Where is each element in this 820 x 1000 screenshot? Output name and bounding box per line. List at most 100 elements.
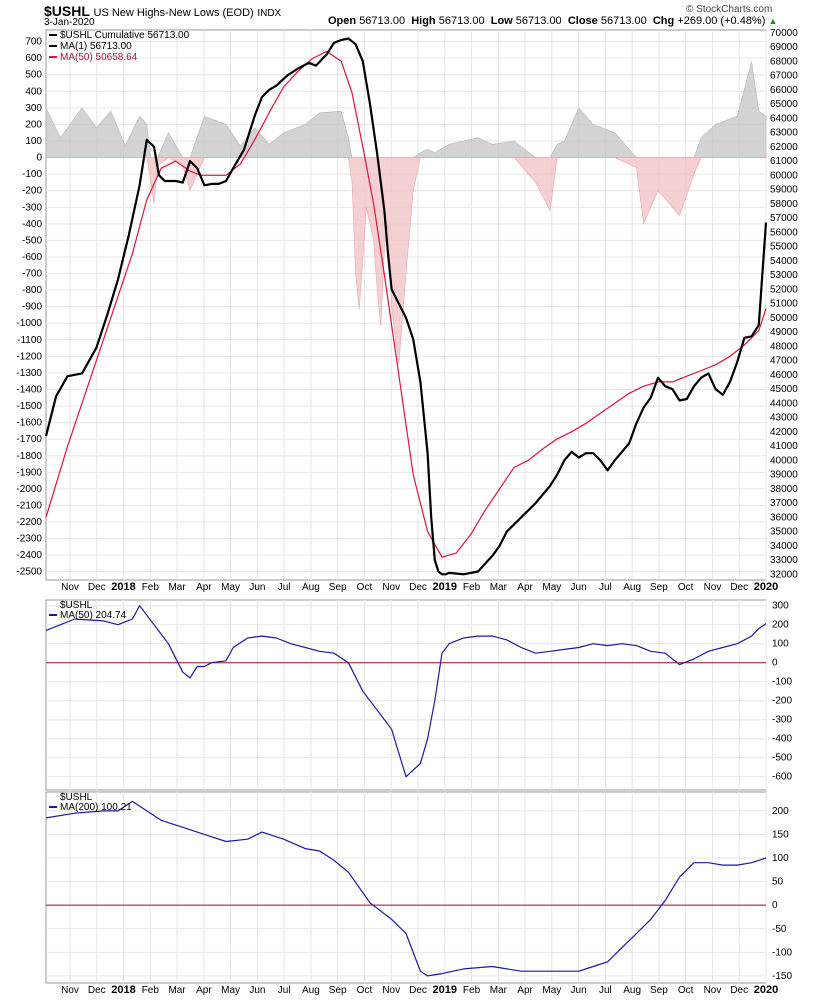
x-axis-tick: Mar — [490, 985, 508, 996]
x-axis-tick: Jun — [571, 985, 587, 996]
left-axis-tick: -900 — [22, 302, 42, 313]
x-axis-tick: Oct — [357, 582, 373, 593]
x-axis-tick: Mar — [490, 582, 508, 593]
left-axis-tick: -1800 — [16, 451, 42, 462]
x-axis-tick: 2020 — [754, 984, 778, 996]
right-axis-tick: -200 — [772, 696, 792, 707]
right-axis-tick: 69000 — [770, 42, 798, 53]
open-value: 56713.00 — [359, 15, 406, 27]
right-axis-tick: 51000 — [770, 299, 798, 310]
x-axis-tick: Dec — [730, 985, 748, 996]
left-axis-tick: 0 — [36, 153, 42, 164]
right-axis-tick: 63000 — [770, 128, 798, 139]
x-axis-tick: Apr — [517, 985, 533, 996]
panel-frame-3 — [45, 791, 767, 984]
right-axis-tick: 48000 — [770, 341, 798, 352]
right-axis-tick: 66000 — [770, 85, 798, 96]
left-axis-tick: -1300 — [16, 368, 42, 379]
ma50-line — [45, 50, 767, 558]
left-axis-tick: -2200 — [16, 517, 42, 528]
right-axis-tick: 56000 — [770, 227, 798, 238]
x-axis-tick: Sep — [329, 582, 347, 593]
x-axis-tick: Mar — [168, 582, 186, 593]
right-axis-tick: 50000 — [770, 313, 798, 324]
right-axis-tick: 38000 — [770, 484, 798, 495]
x-axis-tick: Oct — [678, 582, 694, 593]
header-date: 3-Jan-2020 — [44, 17, 95, 28]
left-axis-tick: -600 — [22, 252, 42, 263]
x-axis-tick: Aug — [623, 582, 641, 593]
x-axis-tick: Jul — [599, 582, 612, 593]
right-axis-tick: 47000 — [770, 356, 798, 367]
left-axis-tick: -700 — [22, 269, 42, 280]
x-axis-tick: Jul — [278, 985, 291, 996]
left-axis-tick: -1500 — [16, 401, 42, 412]
right-axis-tick: -400 — [772, 734, 792, 745]
right-axis-tick: 59000 — [770, 185, 798, 196]
right-axis-tick: -600 — [772, 772, 792, 783]
right-axis-tick: 300 — [772, 601, 789, 612]
left-axis-tick: 500 — [25, 70, 42, 81]
right-axis-tick: 68000 — [770, 56, 798, 67]
x-axis-tick: Oct — [678, 985, 694, 996]
x-axis-tick: 2019 — [433, 984, 457, 996]
x-axis-tick: Feb — [463, 582, 481, 593]
left-axis-tick: -2300 — [16, 534, 42, 545]
left-axis-tick: 700 — [25, 37, 42, 48]
right-axis-tick: 62000 — [770, 142, 798, 153]
left-axis-tick: 600 — [25, 53, 42, 64]
left-axis-tick: 400 — [25, 86, 42, 97]
right-axis-tick: 100 — [772, 853, 789, 864]
chg-value: +269.00 (+0.48%) — [677, 15, 766, 27]
right-axis-tick: 40000 — [770, 455, 798, 466]
credit: © StockCharts.com — [686, 4, 773, 15]
x-axis-tick: 2018 — [111, 984, 135, 996]
x-axis-tick: Nov — [61, 985, 79, 996]
legend-entry: MA(50) 50658.64 — [60, 52, 138, 63]
x-axis-tick: Feb — [463, 985, 481, 996]
x-axis-tick: Aug — [302, 985, 320, 996]
right-axis-tick: 42000 — [770, 427, 798, 438]
left-axis-tick: -1600 — [16, 418, 42, 429]
x-axis-tick: Aug — [302, 582, 320, 593]
x-axis-tick: May — [221, 985, 240, 996]
x-axis-tick: Dec — [88, 582, 106, 593]
cumulative-line — [44, 37, 768, 576]
x-axis-tick: Feb — [142, 985, 160, 996]
legend-entry: $USHL Cumulative 56713.00 — [60, 30, 190, 41]
right-axis-tick: 37000 — [770, 498, 798, 509]
right-axis-tick: 39000 — [770, 470, 798, 481]
left-axis-tick: -1200 — [16, 351, 42, 362]
right-axis-tick: 65000 — [770, 99, 798, 110]
right-axis-tick: 45000 — [770, 384, 798, 395]
right-axis-tick: 64000 — [770, 113, 798, 124]
chg-label: Chg — [652, 15, 675, 27]
x-axis-tick: Dec — [409, 582, 427, 593]
legend-entry: $USHL — [60, 792, 93, 803]
x-axis-tick: Jun — [249, 985, 265, 996]
right-axis-tick: 35000 — [770, 527, 798, 538]
right-axis-tick: -150 — [772, 971, 792, 982]
right-axis-tick: 200 — [772, 806, 789, 817]
x-axis-tick: Jul — [599, 985, 612, 996]
right-axis-tick: 150 — [772, 829, 789, 840]
high-label: High — [411, 15, 436, 27]
x-axis-tick: Feb — [142, 582, 160, 593]
left-axis-tick: 300 — [25, 103, 42, 114]
right-axis-tick: 55000 — [770, 242, 798, 253]
right-axis-tick: 53000 — [770, 270, 798, 281]
right-axis-tick: 49000 — [770, 327, 798, 338]
x-axis-tick: Nov — [704, 582, 722, 593]
left-axis-tick: 100 — [25, 136, 42, 147]
left-axis-tick: -1400 — [16, 384, 42, 395]
right-axis-tick: 43000 — [770, 413, 798, 424]
low-label: Low — [490, 15, 513, 27]
right-axis-tick: 70000 — [770, 28, 798, 39]
up-arrow-icon: ▲ — [768, 16, 778, 26]
right-axis-tick: -100 — [772, 947, 792, 958]
x-axis-tick: Apr — [517, 582, 533, 593]
x-axis-tick: Jun — [249, 582, 265, 593]
panel-frame-1 — [45, 29, 767, 581]
left-axis-tick: -2100 — [16, 500, 42, 511]
